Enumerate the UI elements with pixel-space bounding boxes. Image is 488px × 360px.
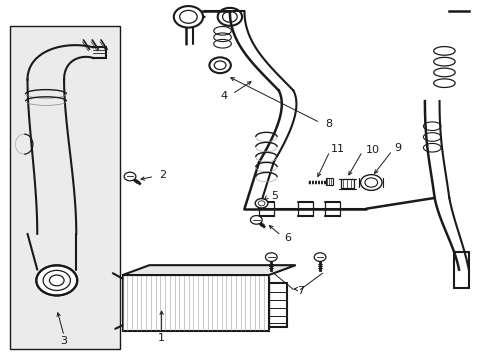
Text: 3: 3 bbox=[61, 336, 67, 346]
Bar bbox=[340, 179, 353, 188]
Circle shape bbox=[255, 199, 267, 208]
Circle shape bbox=[36, 265, 77, 296]
Polygon shape bbox=[122, 265, 295, 275]
Circle shape bbox=[250, 216, 262, 224]
Text: 11: 11 bbox=[330, 144, 345, 154]
Text: 10: 10 bbox=[365, 144, 379, 154]
Circle shape bbox=[265, 253, 277, 261]
Text: 2: 2 bbox=[159, 170, 166, 180]
Text: 9: 9 bbox=[394, 143, 401, 153]
Text: 4: 4 bbox=[220, 91, 227, 102]
Bar bbox=[325, 178, 332, 185]
Circle shape bbox=[124, 172, 136, 181]
Text: 6: 6 bbox=[284, 233, 291, 243]
Circle shape bbox=[173, 6, 203, 28]
Bar bbox=[10, 26, 120, 348]
Polygon shape bbox=[122, 275, 268, 330]
Text: 1: 1 bbox=[158, 333, 165, 343]
Text: 8: 8 bbox=[325, 120, 331, 129]
Circle shape bbox=[209, 57, 230, 73]
Circle shape bbox=[314, 253, 325, 261]
Circle shape bbox=[360, 175, 381, 190]
Text: 5: 5 bbox=[271, 191, 278, 201]
Text: 7: 7 bbox=[297, 286, 304, 296]
